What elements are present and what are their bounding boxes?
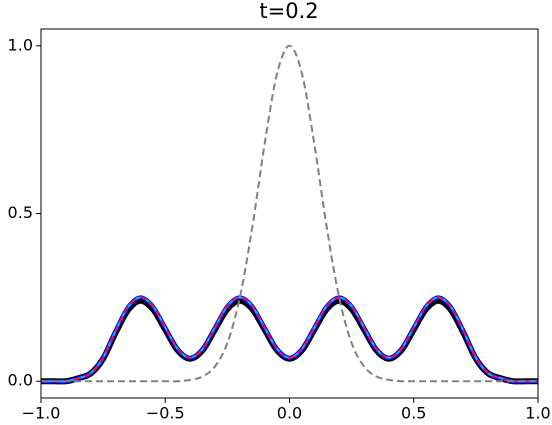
line-series [41,296,538,383]
y-tick-label: 0.5 [8,203,33,222]
x-tick-label: 0.5 [401,404,426,423]
x-tick-label: 1.0 [525,404,550,423]
chart-title: t=0.2 [259,0,318,23]
y-tick-label: 0.0 [8,371,33,390]
plot-frame [40,28,539,399]
line-series [41,297,538,385]
line-series [41,44,538,383]
y-tick-label: 1.0 [8,35,33,54]
x-tick-label: −1.0 [22,404,61,423]
x-tick-label: −0.5 [146,404,185,423]
x-tick-label: 0.0 [277,404,302,423]
